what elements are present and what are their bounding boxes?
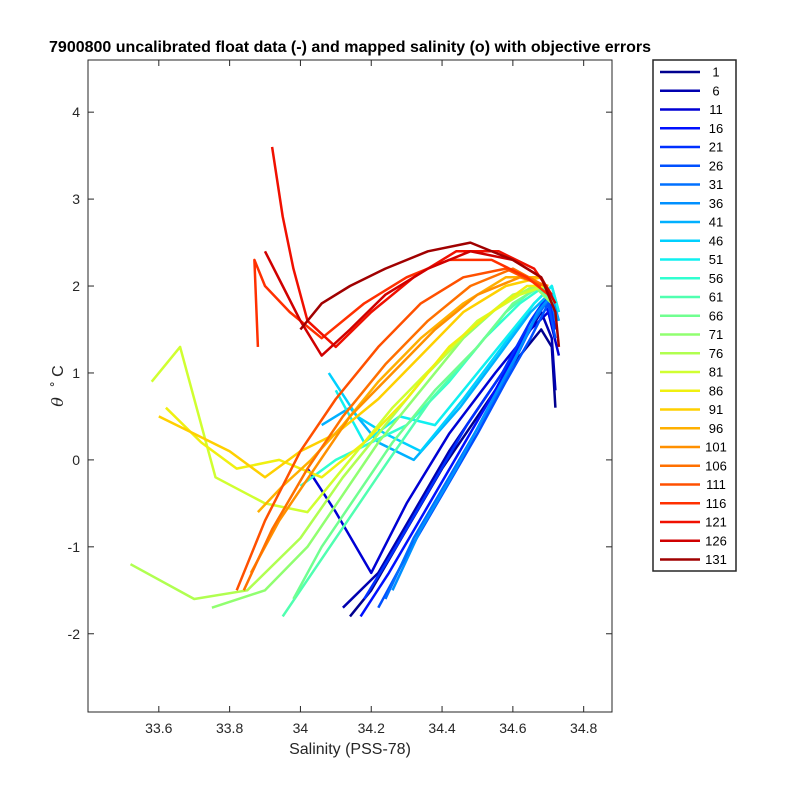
legend-label-51: 51: [709, 252, 723, 267]
legend-label-41: 41: [709, 215, 723, 230]
series-line-11: [306, 310, 561, 575]
legend-label-116: 116: [706, 496, 727, 511]
legend-label-76: 76: [709, 346, 723, 361]
y-axis-label: θ ˚ C: [48, 365, 67, 406]
series-lines: [129, 146, 561, 618]
y-tick-label: 4: [72, 104, 80, 120]
legend-label-21: 21: [709, 140, 723, 155]
legend-label-66: 66: [709, 308, 723, 323]
legend-label-11: 11: [709, 102, 723, 117]
y-tick-label: 3: [72, 191, 80, 207]
y-tick-label: -1: [68, 539, 81, 555]
x-tick-label: 34.2: [358, 720, 385, 736]
legend-label-121: 121: [705, 515, 727, 530]
legend-label-71: 71: [709, 327, 723, 342]
x-tick-label: 33.8: [216, 720, 243, 736]
legend-label-96: 96: [709, 421, 723, 436]
series-line-86: [165, 284, 549, 479]
legend-label-46: 46: [709, 233, 723, 248]
legend-label-91: 91: [709, 402, 723, 417]
legend-label-26: 26: [709, 158, 723, 173]
x-tick-label: 34.4: [428, 720, 455, 736]
series-line-111: [235, 267, 542, 591]
series-line-116: [253, 258, 550, 347]
legend-label-61: 61: [709, 290, 723, 305]
series-line-106: [242, 267, 546, 591]
series-line-56: [299, 284, 557, 488]
series-line-101: [249, 276, 549, 574]
legend-label-131: 131: [705, 552, 727, 567]
y-tick-label: -2: [68, 626, 81, 642]
y-tick-label: 1: [72, 365, 80, 381]
legend-label-126: 126: [705, 533, 727, 548]
y-tick-label: 0: [72, 452, 80, 468]
legend-label-56: 56: [709, 271, 723, 286]
legend-label-6: 6: [712, 83, 719, 98]
legend-label-81: 81: [709, 365, 723, 380]
legend-label-16: 16: [709, 121, 723, 136]
legend-label-1: 1: [712, 65, 719, 80]
y-axis-label-unit: ˚ C: [50, 365, 67, 386]
legend-label-106: 106: [705, 458, 727, 473]
legend-label-101: 101: [705, 440, 727, 455]
legend: 1611162126313641465156616671768186919610…: [652, 59, 737, 572]
legend-entries: 1611162126313641465156616671768186919610…: [660, 65, 727, 567]
legend-label-86: 86: [709, 383, 723, 398]
x-tick-label: 34.8: [570, 720, 597, 736]
svg-text:θ ˚ C: θ ˚ C: [48, 365, 67, 406]
legend-label-111: 111: [706, 477, 726, 492]
plot-area-frame: [87, 59, 613, 713]
legend-label-36: 36: [709, 196, 723, 211]
x-tick-label: 34: [293, 720, 309, 736]
chart-title: 7900800 uncalibrated float data (-) and …: [49, 39, 651, 56]
x-axis-ticks: 33.6 33.8 34 34.2 34.4 34.6 34.8: [145, 60, 598, 736]
series-line-76: [129, 284, 546, 601]
y-axis-label-symbol: θ: [48, 397, 67, 407]
x-tick-label: 33.6: [145, 720, 172, 736]
y-tick-label: 2: [72, 278, 80, 294]
series-line-71: [211, 284, 553, 609]
x-tick-label: 34.6: [499, 720, 526, 736]
x-axis-label: Salinity (PSS-78): [289, 741, 411, 758]
series-line-131: [299, 241, 561, 348]
series-line-96: [256, 276, 542, 513]
legend-label-31: 31: [709, 177, 723, 192]
series-line-121: [270, 146, 553, 349]
y-axis-ticks: -2 -1 0 1 2 3 4: [68, 104, 612, 642]
